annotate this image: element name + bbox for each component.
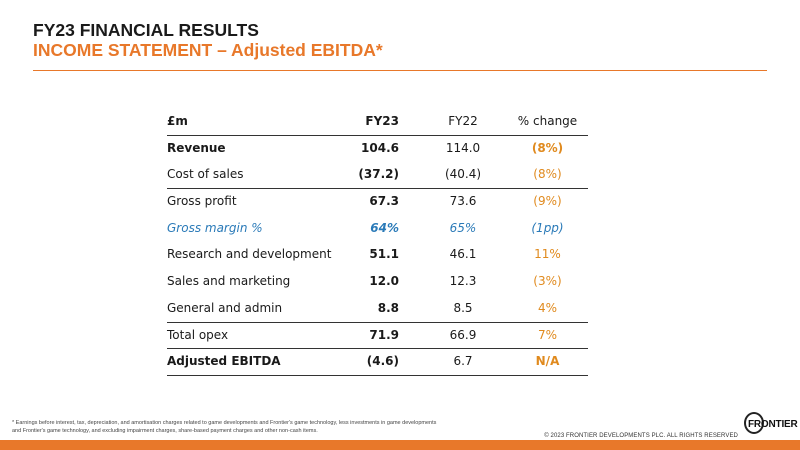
gross-profit-rule [167,188,588,190]
table-row: Total opex 71.9 66.9 7% [167,322,588,349]
title-divider [33,70,767,71]
change-value: 7% [537,327,558,342]
table-bottom-rule [167,375,588,376]
change-value: (8%) [531,140,564,155]
change-value: (1pp) [531,220,564,235]
row-label: Research and development [167,247,332,262]
change-value: (3%) [533,274,562,289]
table-row: Revenue 104.6 114.0 (8%) [167,135,588,162]
fy22-value: 6.7 [453,354,473,369]
fy22-value: 65% [449,220,477,235]
footer-accent-bar [0,440,800,450]
slide-title-block: FY23 FINANCIAL RESULTS INCOME STATEMENT … [33,20,383,60]
row-label: General and admin [167,300,283,315]
table-row: Gross profit 67.3 73.6 (9%) [167,188,588,215]
fy23-value: 51.1 [369,247,399,262]
fy23-value: 64% [370,220,399,235]
fy23-value: 12.0 [369,274,399,289]
ebitda-rule [167,348,588,350]
change-value: (9%) [533,194,562,209]
column-header-fy23: FY23 [365,114,399,128]
fy22-value: (40.4) [444,167,482,182]
column-header-change: % change [517,114,578,128]
fy23-value: 104.6 [361,140,399,155]
table-row: Research and development 51.1 46.1 11% [167,241,588,268]
column-header-fy22: FY22 [448,114,478,128]
fy22-value: 8.5 [453,300,473,315]
table-row: Cost of sales (37.2) (40.4) (8%) [167,161,588,188]
logo-ring-icon [744,412,764,434]
change-value: 4% [537,300,558,315]
column-header-unit: £m [167,114,188,128]
frontier-logo: FRONTIER [742,410,798,438]
fy22-value: 46.1 [449,247,477,262]
row-label: Sales and marketing [167,274,291,289]
fy22-value: 73.6 [449,194,477,209]
slide-subtitle: INCOME STATEMENT – Adjusted EBITDA* [33,40,383,60]
fy23-value: (37.2) [358,167,399,182]
fy22-value: 114.0 [445,140,481,155]
change-value: 11% [534,247,561,262]
copyright-notice: © 2023 FRONTIER DEVELOPMENTS PLC. ALL RI… [544,433,738,439]
table-header-row: £m FY23 FY22 % change [167,108,588,135]
slide-title: FY23 FINANCIAL RESULTS [33,20,259,40]
row-label: Total opex [167,327,229,342]
fy22-value: 66.9 [449,327,477,342]
row-label: Gross profit [167,194,237,209]
table-row: General and admin 8.8 8.5 4% [167,295,588,322]
fy23-value: 8.8 [377,300,399,315]
table-row: Sales and marketing 12.0 12.3 (3%) [167,268,588,295]
row-label: Cost of sales [167,167,244,182]
change-value: N/A [535,354,560,369]
income-statement-table: £m FY23 FY22 % change Revenue 104.6 114.… [167,108,588,376]
logo-text: FRONTIER [748,419,798,430]
header-rule [167,134,588,136]
row-label: Adjusted EBITDA [167,354,281,369]
fy22-value: 12.3 [449,274,477,289]
fy23-value: 71.9 [369,327,399,342]
table-row: Gross margin % 64% 65% (1pp) [167,215,588,242]
table-row: Adjusted EBITDA (4.6) 6.7 N/A [167,348,588,375]
row-label: Gross margin % [167,220,263,235]
row-label: Revenue [167,140,226,155]
fy23-value: 67.3 [369,194,399,209]
total-opex-rule [167,321,588,323]
footnote-line: and Frontier's game technology, and excl… [12,428,318,434]
fy23-value: (4.6) [366,354,399,369]
footnote-line: * Earnings before interest, tax, depreci… [12,420,437,426]
footnote: * Earnings before interest, tax, depreci… [12,419,532,435]
change-value: (8%) [533,167,562,182]
